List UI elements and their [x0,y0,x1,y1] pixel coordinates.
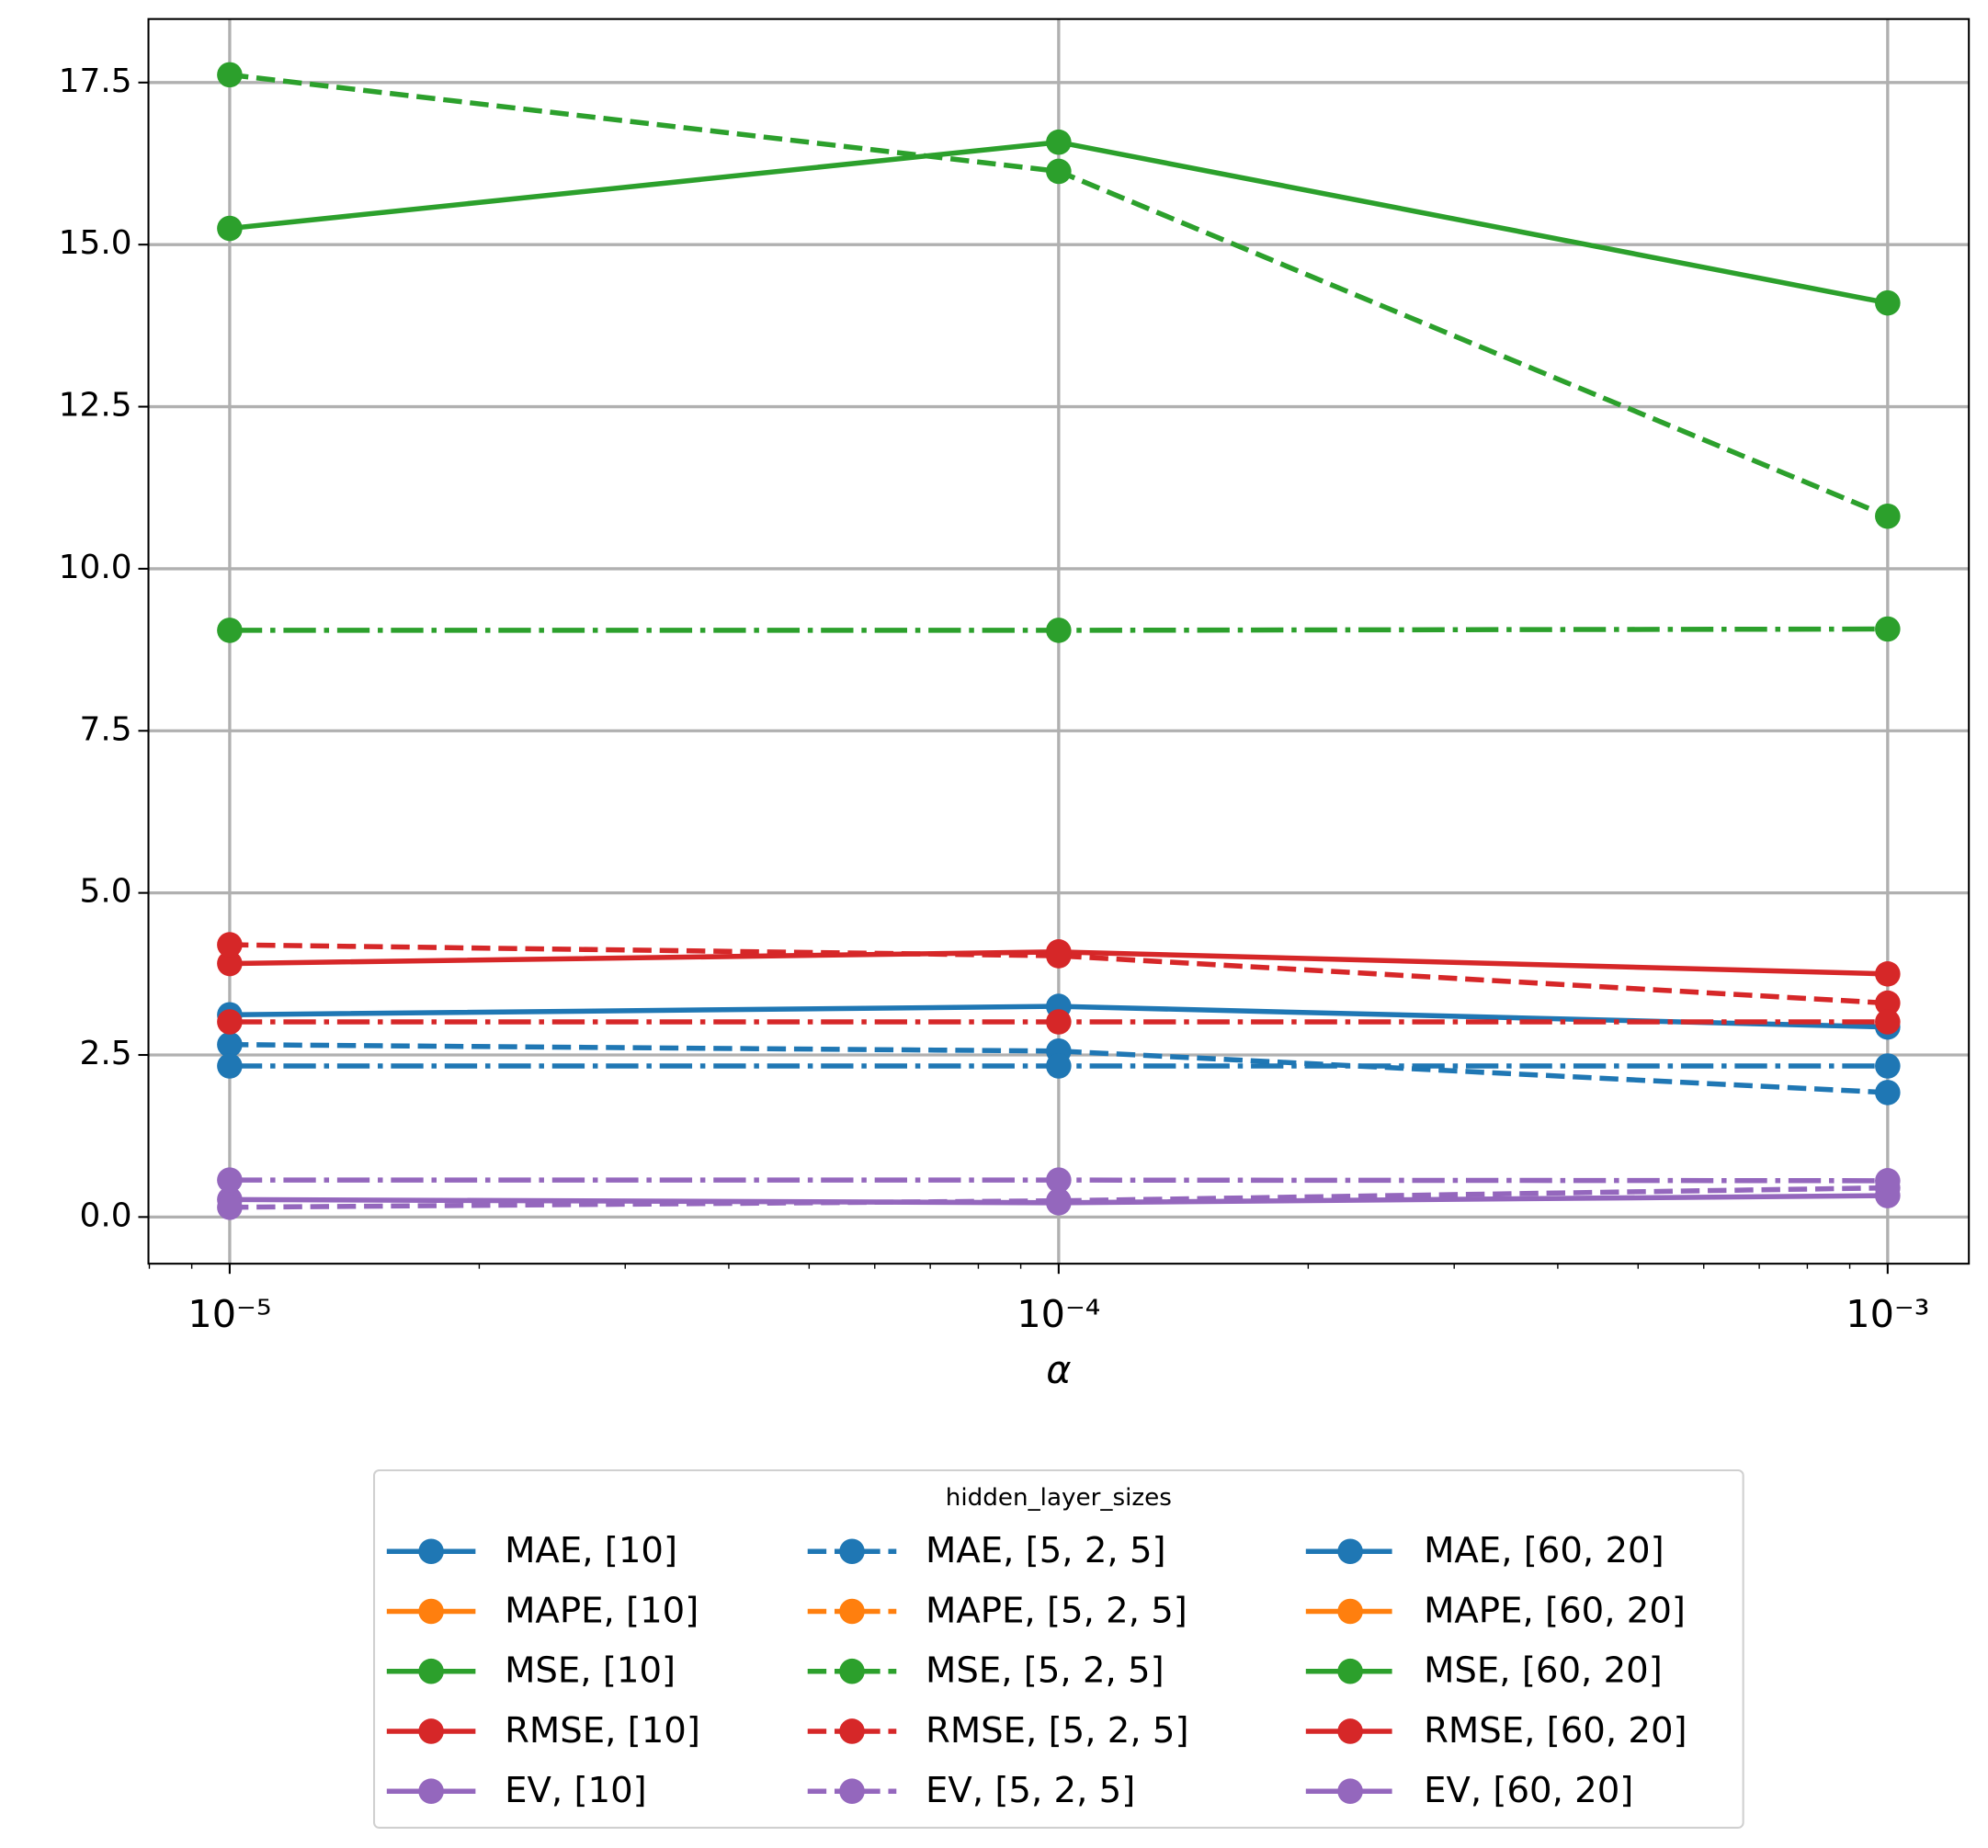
plot-area [217,62,1901,1220]
point [1875,1080,1901,1105]
point [217,950,243,977]
point [217,62,243,88]
legend-box [372,1468,1744,1829]
legend-label: MAPE, [10] [505,1590,699,1631]
point [1875,289,1901,316]
legend-label: RMSE, [5, 2, 5] [926,1710,1188,1752]
point [217,1167,243,1193]
point [217,1194,243,1220]
legend-label: EV, [10] [505,1770,647,1811]
point [1046,129,1072,155]
legend-label: MAE, [10] [505,1530,677,1571]
point [217,618,243,643]
y-tick-label: 5.0 [80,873,132,911]
legend-label: MSE, [5, 2, 5] [926,1650,1164,1692]
point [1046,1053,1072,1079]
y-tick-label: 7.5 [80,710,132,748]
legend-marker [839,1658,865,1684]
point [1875,961,1901,987]
legend-label: RMSE, [60, 20] [1424,1710,1687,1752]
point [1875,1009,1901,1035]
legend-label: RMSE, [10] [505,1710,700,1752]
legend-marker [418,1778,444,1805]
point [217,215,243,242]
legend-marker [1337,1538,1363,1565]
legend-label: EV, [5, 2, 5] [926,1770,1135,1811]
point [1046,943,1072,969]
legend-title: hidden_layer_sizes [946,1484,1172,1512]
point [217,1031,243,1058]
legend: hidden_layer_sizes MAE, [10] MAPE, [10] MSE… [372,1468,1744,1829]
y-tick-label: 0.0 [80,1196,132,1234]
y-tick-label: 12.5 [59,387,132,425]
point [1875,1053,1901,1079]
x-tick-label: 10⁻⁴ [1017,1292,1100,1336]
legend-marker [1337,1718,1363,1744]
legend-marker [1337,1598,1363,1625]
x-tick-label: 10⁻⁵ [187,1292,271,1336]
legend-marker [1337,1778,1363,1805]
legend-label: MSE, [60, 20] [1424,1650,1663,1692]
y-tick-label: 17.5 [59,62,132,100]
legend-label: MAE, [60, 20] [1424,1530,1664,1571]
legend-marker [1337,1658,1363,1684]
y-tick-label: 15.0 [59,224,132,262]
legend-label: MSE, [10] [505,1650,676,1692]
legend-marker [418,1658,444,1684]
legend-label: EV, [60, 20] [1424,1770,1633,1811]
point [1875,990,1901,1016]
point [1046,1167,1072,1193]
y-tick-label: 10.0 [59,549,132,586]
series-line [229,1185,1888,1210]
point [1046,1187,1072,1214]
point [217,1053,243,1079]
point [217,932,243,958]
legend-marker [418,1718,444,1744]
legend-marker [418,1598,444,1625]
legend-label: MAPE, [60, 20] [1424,1590,1686,1631]
legend-marker [839,1778,865,1805]
x-axis-label: α [1046,1348,1071,1392]
y-tick-label: 2.5 [80,1035,132,1072]
series-line [229,1041,1888,1095]
point [1875,1168,1901,1194]
legend-marker [839,1718,865,1744]
legend-marker [418,1538,444,1565]
plot-frame [147,17,1971,1265]
legend-label: MAPE, [5, 2, 5] [926,1590,1187,1631]
point [1046,158,1072,185]
x-tick-label: 10⁻³ [1846,1292,1929,1336]
point [1875,616,1901,642]
point [217,1009,243,1035]
point [1875,503,1901,529]
legend-marker [839,1538,865,1565]
series-line [229,942,1888,1006]
point [1046,1009,1072,1035]
legend-label: MAE, [5, 2, 5] [926,1530,1166,1571]
legend-marker [839,1598,865,1625]
point [1046,618,1072,643]
